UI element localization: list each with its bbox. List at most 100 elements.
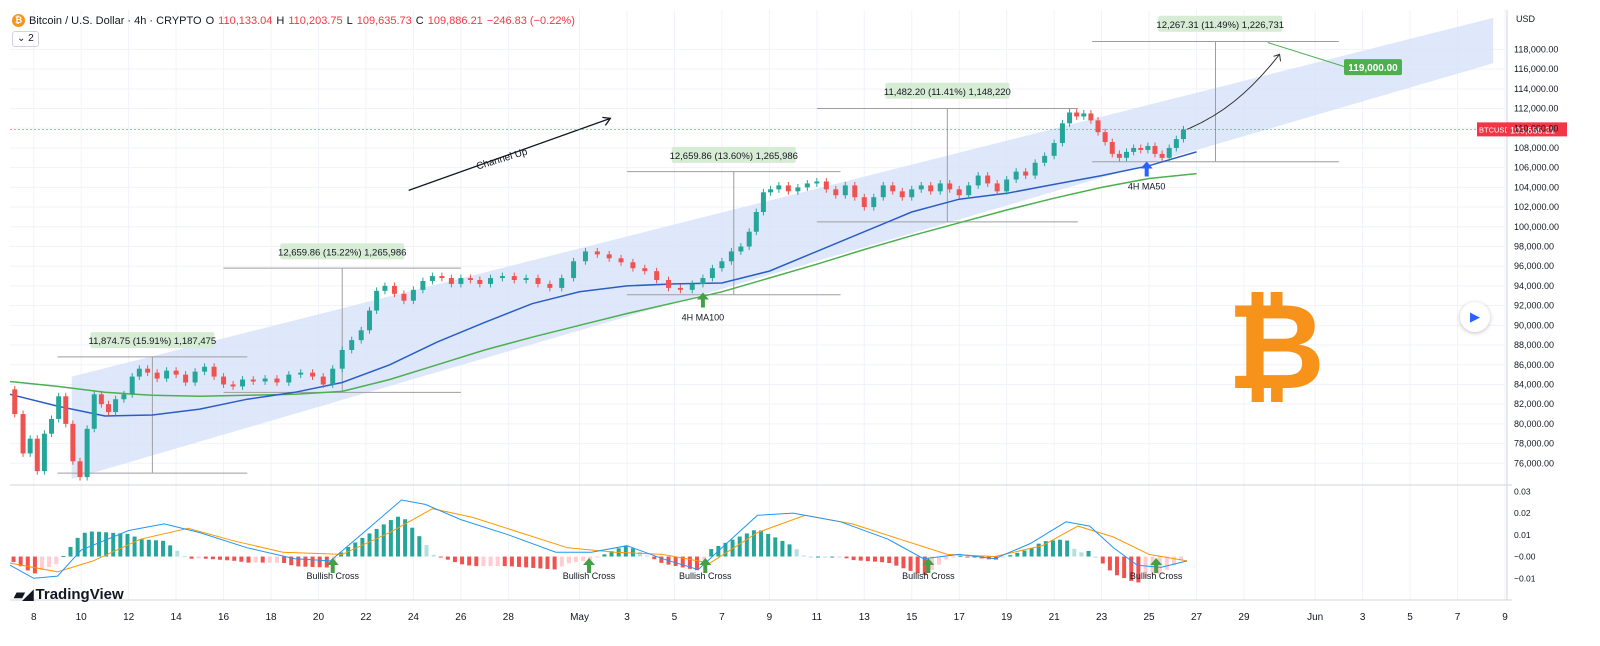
- price-tick: 92,000.00: [1514, 301, 1554, 311]
- candle-body: [753, 212, 759, 232]
- price-tick: 76,000.00: [1514, 458, 1554, 468]
- candle-body: [937, 183, 943, 192]
- projection-label-box: [90, 332, 215, 349]
- macd-histogram-bar: [538, 556, 543, 569]
- macd-histogram-bar: [1008, 555, 1013, 557]
- candle-body: [618, 258, 624, 263]
- candle-body: [559, 278, 565, 288]
- macd-histogram-bar: [944, 556, 949, 560]
- macd-histogram-bar: [1164, 556, 1169, 571]
- price-tick: 112,000.00: [1514, 104, 1558, 114]
- symbol-title[interactable]: Bitcoin / U.S. Dollar · 4h · CRYPTO: [29, 14, 202, 27]
- candle-body: [367, 310, 373, 331]
- ohlc-open-value: 110,133.04: [218, 14, 273, 27]
- time-tick: 15: [906, 612, 918, 623]
- target-pointer-line: [1267, 42, 1347, 68]
- play-button[interactable]: ▶: [1460, 302, 1490, 332]
- candle-body: [966, 185, 972, 196]
- candle-body: [654, 271, 660, 281]
- bullish-cross-label: Bullish Cross: [1130, 571, 1183, 581]
- macd-histogram-bar: [801, 555, 806, 557]
- macd-histogram-bar: [709, 549, 714, 557]
- macd-histogram-bar: [96, 531, 101, 557]
- macd-histogram-bar: [289, 556, 294, 566]
- macd-histogram-bar: [751, 530, 756, 557]
- bullish-cross-arrow-icon: [326, 558, 339, 573]
- macd-histogram-bar: [1029, 547, 1034, 557]
- candle-body: [928, 185, 934, 192]
- candle-body: [358, 330, 364, 341]
- price-tick: 88,000.00: [1514, 340, 1554, 350]
- price-tick: 102,000.00: [1514, 202, 1559, 212]
- bullish-cross-label: Bullish Cross: [902, 571, 955, 581]
- candle-body: [298, 372, 304, 375]
- macd-tick: 0.03: [1514, 486, 1531, 496]
- time-tick: 8: [31, 612, 37, 623]
- projection-label-box: [280, 243, 405, 260]
- candle-body: [401, 293, 407, 301]
- macd-tick: 0.01: [1514, 530, 1531, 540]
- ma50-up-arrow-icon: [1140, 161, 1153, 177]
- macd-histogram-bar: [132, 536, 137, 557]
- projection-label-box: [671, 146, 796, 163]
- macd-histogram-bar: [972, 556, 977, 558]
- candle-body: [145, 368, 151, 373]
- macd-histogram-bar: [210, 556, 215, 560]
- candle-body: [1042, 155, 1048, 163]
- macd-histogram-bar: [872, 556, 877, 562]
- candle-body: [728, 251, 734, 262]
- macd-histogram-bar: [225, 556, 230, 561]
- macd-histogram-bar: [1022, 550, 1027, 557]
- candle-body: [1145, 145, 1151, 150]
- macd-histogram-bar: [552, 556, 557, 570]
- current-price-label: 109,886.21: [1510, 125, 1555, 135]
- macd-histogram-bar: [737, 536, 742, 557]
- price-tick: 104,000.00: [1514, 182, 1559, 192]
- projection-label: 11,874.75 (15.91%) 1,187,475: [89, 336, 217, 347]
- candle-body: [947, 183, 953, 190]
- macd-histogram-bar: [894, 556, 899, 566]
- candle-body: [262, 378, 268, 382]
- bullish-cross-label: Bullish Cross: [679, 571, 732, 581]
- macd-histogram-bar: [1107, 556, 1112, 571]
- annotation-label: 4H MA100: [682, 313, 725, 323]
- candle-body: [814, 181, 820, 184]
- candle-body: [1088, 113, 1094, 121]
- candle-body: [571, 261, 577, 279]
- time-tick: 28: [503, 612, 515, 623]
- macd-histogram-bar: [702, 556, 707, 561]
- macd-histogram-bar: [11, 556, 16, 563]
- channel-up-band: [71, 17, 1494, 480]
- candle-body: [488, 278, 494, 284]
- candle-body: [1023, 171, 1029, 176]
- macd-tick: −0.00: [1514, 552, 1536, 562]
- candle-body: [1131, 147, 1137, 152]
- macd-histogram-bar: [274, 556, 279, 563]
- macd-histogram-bar: [908, 556, 913, 571]
- macd-histogram-bar: [1050, 540, 1055, 557]
- ohlc-high-label: H: [276, 14, 285, 27]
- candle-body: [842, 185, 848, 196]
- time-tick: 3: [1360, 612, 1366, 623]
- macd-histogram-bar: [61, 555, 66, 557]
- macd-histogram-bar: [203, 556, 208, 559]
- tradingview-logo[interactable]: ▰◢ TradingView: [14, 586, 124, 603]
- tradingview-mark-icon: ▰◢: [14, 586, 33, 602]
- macd-histogram-bar: [25, 556, 30, 571]
- candle-body: [1004, 179, 1010, 192]
- price-axis-unit: USD: [1516, 14, 1536, 24]
- candle-body: [56, 396, 62, 419]
- channel-arrow: [408, 117, 611, 191]
- macd-histogram-bar: [32, 556, 37, 574]
- candle-body: [975, 175, 981, 186]
- indicator-toggle-button[interactable]: ⌄ 2: [12, 31, 39, 47]
- macd-histogram-bar: [609, 551, 614, 557]
- macd-histogram-bar: [68, 546, 73, 557]
- time-tick: 13: [859, 612, 871, 623]
- candle-body: [429, 276, 435, 281]
- macd-histogram-bar: [887, 556, 892, 564]
- macd-histogram-bar: [40, 556, 45, 571]
- bullish-cross-label: Bullish Cross: [563, 571, 616, 581]
- ma100-up-arrow-icon: [696, 292, 709, 308]
